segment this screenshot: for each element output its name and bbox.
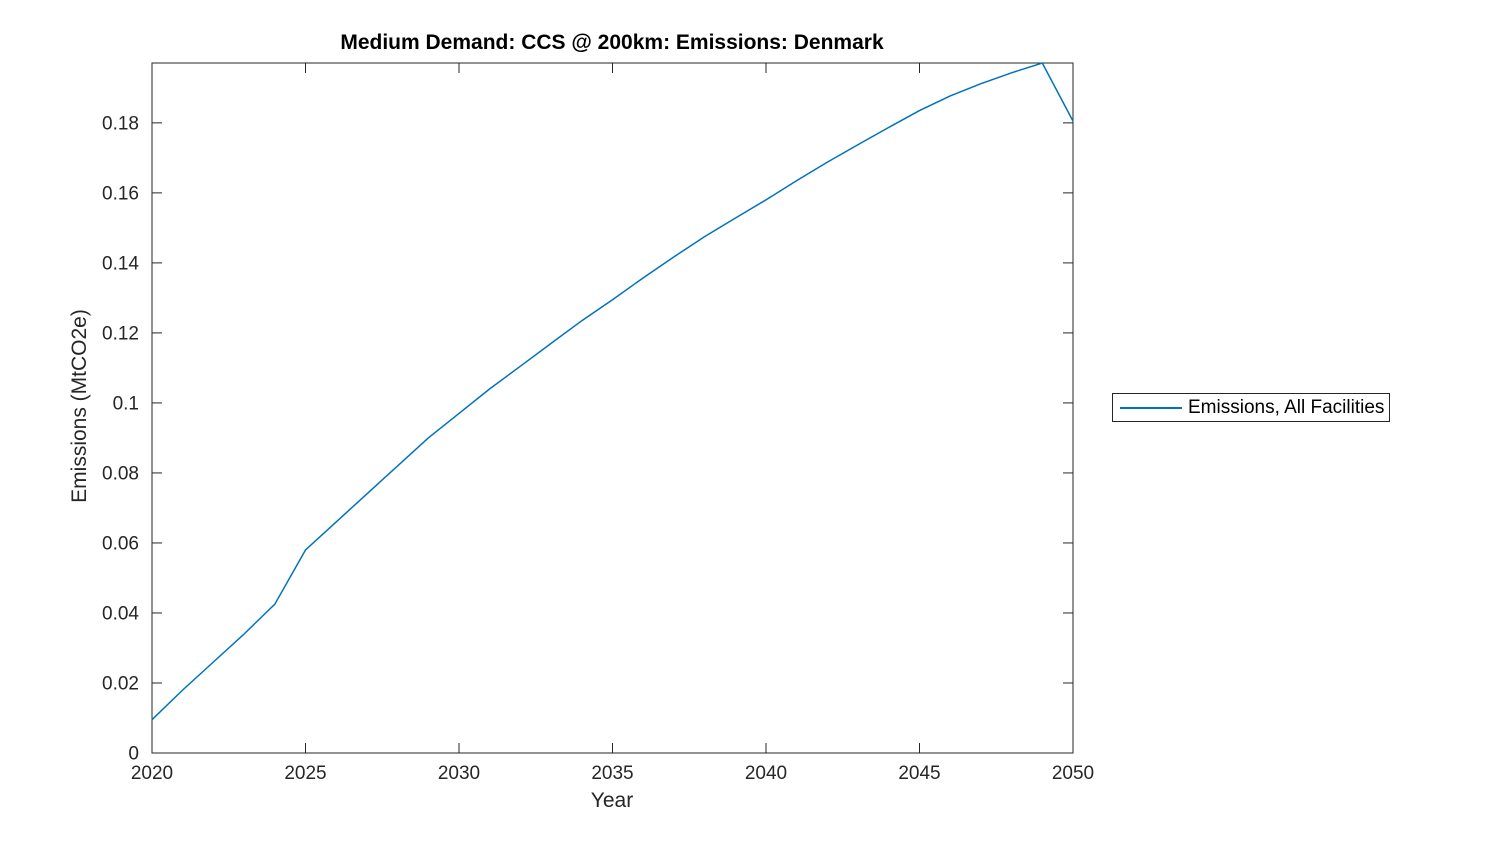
y-axis-label: Emissions (MtCO2e) [68,309,91,503]
y-tick-label: 0.14 [102,253,139,274]
x-tick-label: 2040 [745,763,787,784]
legend-line-sample [1120,406,1182,409]
x-axis-label: Year [591,789,633,812]
legend-label: Emissions, All Facilities [1188,396,1385,418]
x-tick-label: 2025 [284,763,326,784]
y-tick-label: 0.1 [113,393,139,414]
x-tick-label: 2050 [1052,763,1094,784]
tick-labels: 2020 2025 2030 2035 2040 2045 2050 0 0.02 0.04 0.0… [102,113,1094,784]
y-tick-label: 0 [128,744,139,765]
emissions-line [151,62,1074,721]
y-tick-label: 0.02 [102,673,139,694]
plot-area-border [151,62,1074,754]
x-tick-label: 2045 [898,763,940,784]
y-tick-label: 0.16 [102,183,139,204]
legend: Emissions, All Facilities [1112,393,1390,422]
x-tick-label: 2020 [131,763,173,784]
x-tick-label: 2030 [438,763,480,784]
y-tick-label: 0.04 [102,603,139,624]
y-tick-label: 0.18 [102,113,139,134]
x-tick-label: 2035 [591,763,633,784]
y-tick-label: 0.12 [102,323,139,344]
tick-marks [151,63,1074,754]
y-tick-label: 0.08 [102,463,139,484]
chart-title: Medium Demand: CCS @ 200km: Emissions: D… [340,31,884,54]
y-tick-label: 0.06 [102,533,139,554]
